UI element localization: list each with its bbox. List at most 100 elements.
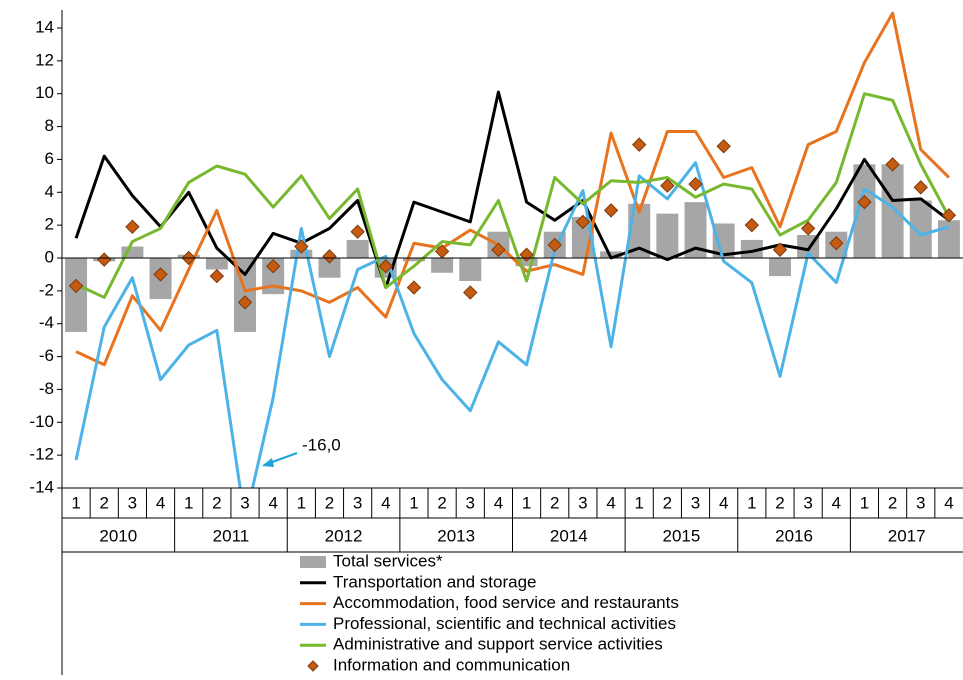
year-label: 2015: [663, 526, 701, 545]
line: [75, 92, 951, 299]
marker: [772, 242, 788, 257]
y-tick-label: 0: [45, 247, 54, 266]
bar: [656, 213, 679, 258]
legend-swatch: [307, 660, 319, 672]
y-tick-label: 2: [45, 215, 54, 234]
bar: [402, 258, 425, 262]
marker: [660, 178, 675, 193]
x-tick-label: 3: [466, 493, 475, 512]
x-tick-label: 3: [240, 493, 249, 512]
x-tick-label: 4: [268, 493, 277, 512]
y-tick-label: 14: [35, 17, 54, 36]
x-tick-label: 3: [578, 493, 587, 512]
y-tick-label: -14: [29, 477, 54, 496]
bar: [712, 223, 735, 258]
x-tick-label: 1: [747, 493, 756, 512]
x-tick-label: 1: [409, 493, 418, 512]
marker: [575, 214, 591, 230]
y-tick-label: -6: [39, 346, 54, 365]
bar: [853, 164, 876, 258]
year-label: 2013: [437, 526, 475, 545]
marker: [294, 239, 309, 254]
marker: [68, 278, 84, 294]
bar: [290, 249, 313, 258]
marker: [406, 280, 422, 295]
marker: [350, 224, 365, 239]
x-tick-label: 2: [550, 493, 559, 512]
y-tick-label: -4: [39, 313, 54, 332]
x-tick-label: 1: [71, 493, 80, 512]
bar: [318, 258, 341, 278]
y-tick-label: 6: [45, 149, 54, 168]
x-tick-label: 4: [832, 493, 841, 512]
year-label: 2011: [213, 526, 250, 545]
x-tick-label: 1: [522, 493, 531, 512]
x-tick-label: 3: [128, 493, 137, 512]
year-label: 2016: [775, 526, 813, 545]
y-tick-label: 12: [35, 50, 54, 69]
y-tick-label: -8: [39, 379, 54, 398]
bar: [515, 258, 538, 267]
year-label: 2012: [325, 526, 363, 545]
bar: [65, 258, 88, 332]
marker: [491, 242, 506, 257]
year-label: 2014: [550, 526, 588, 545]
x-tick-label: 1: [634, 493, 643, 512]
x-tick-label: 4: [156, 493, 165, 512]
marker: [97, 252, 112, 267]
x-tick-label: 2: [775, 493, 784, 512]
annotation: -16,0: [302, 435, 341, 454]
x-tick-label: 1: [860, 493, 869, 512]
line: [75, 11, 950, 367]
x-tick-label: 3: [691, 493, 700, 512]
marker: [209, 268, 225, 284]
x-tick-label: 3: [916, 493, 925, 512]
marker: [800, 221, 816, 236]
marker: [265, 259, 281, 274]
bar: [881, 164, 904, 258]
marker: [688, 176, 703, 192]
legend-label: Accommodation, food service and restaura…: [333, 593, 679, 612]
y-tick-label: 10: [35, 83, 54, 102]
bar: [205, 258, 228, 270]
marker: [744, 217, 760, 233]
x-tick-label: 2: [325, 493, 334, 512]
y-tick-label: 8: [45, 116, 54, 135]
bar: [346, 239, 369, 258]
marker: [463, 285, 478, 300]
line: [74, 161, 950, 488]
marker: [857, 194, 872, 210]
bar: [459, 258, 482, 281]
bar: [431, 258, 454, 273]
y-tick-label: 4: [45, 182, 54, 201]
x-tick-label: 4: [944, 493, 953, 512]
x-tick-label: 2: [212, 493, 221, 512]
marker: [547, 237, 562, 253]
y-tick-label: -10: [29, 412, 54, 431]
marker: [125, 219, 140, 234]
bar: [937, 220, 960, 258]
y-tick-label: -2: [39, 280, 54, 299]
x-tick-label: 2: [437, 493, 446, 512]
marker: [941, 208, 957, 223]
marker: [631, 137, 647, 152]
legend-label: Transportation and storage: [333, 572, 537, 591]
legend-swatch: [300, 556, 326, 568]
legend-label: Administrative and support service activ…: [333, 635, 663, 654]
marker: [716, 139, 731, 154]
x-tick-label: 4: [719, 493, 728, 512]
legend-label: Total services*: [333, 551, 443, 570]
x-tick-label: 4: [381, 493, 390, 512]
x-tick-label: 2: [888, 493, 897, 512]
marker: [829, 236, 844, 251]
marker: [885, 157, 900, 172]
bar: [909, 200, 932, 258]
annotation-arrowhead: [262, 458, 274, 467]
marker: [322, 249, 337, 264]
x-tick-label: 2: [100, 493, 109, 512]
plot-area: [62, 11, 963, 488]
bar: [684, 202, 707, 258]
x-tick-label: 4: [494, 493, 503, 512]
